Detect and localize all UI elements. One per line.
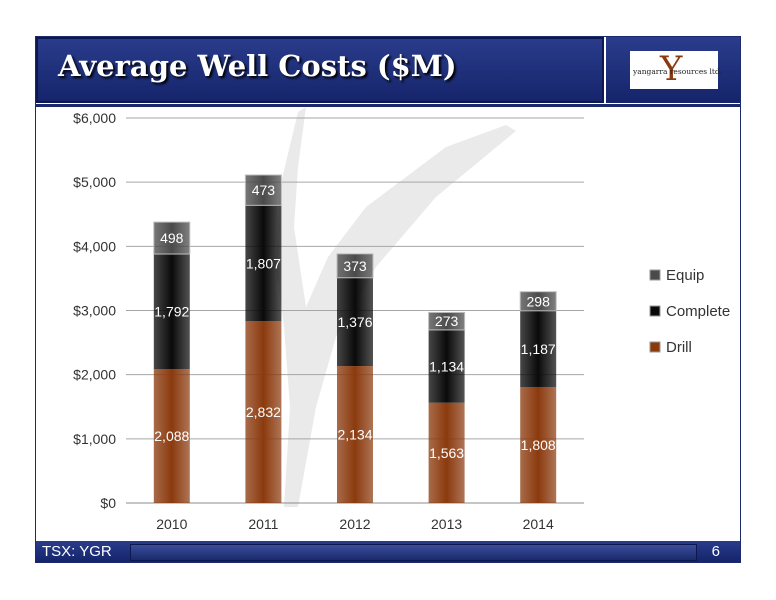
data-label-complete-2010: 1,792 xyxy=(154,304,189,320)
logo-panel: Y yangarra resources ltd. xyxy=(606,37,740,103)
company-logo: Y yangarra resources ltd. xyxy=(630,49,722,89)
watermark-logo xyxy=(276,107,516,507)
bar-drill-2013 xyxy=(428,402,465,503)
bar-complete-2014 xyxy=(520,310,557,387)
legend-swatch-equip xyxy=(649,269,661,281)
y-tick-label: $2,000 xyxy=(73,367,116,383)
x-tick-label: 2010 xyxy=(156,516,187,532)
bar-equip-2012 xyxy=(336,253,374,279)
data-label-equip-2012: 373 xyxy=(343,258,367,274)
bar-equip-2014 xyxy=(519,291,557,312)
data-label-equip-2013: 273 xyxy=(435,313,459,329)
bar-complete-2012 xyxy=(337,277,373,367)
stacked-bar-chart: $0 $1,000 $2,000 $3,000 $4,000 $5,000 $6,000 2,… xyxy=(73,107,730,532)
data-label-complete-2013: 1,134 xyxy=(429,358,464,374)
y-tick-label: $0 xyxy=(100,495,116,511)
bar-equip-2010 xyxy=(153,221,191,255)
footer-bar: TSX: YGR 6 xyxy=(36,541,740,562)
legend-swatch-complete xyxy=(649,305,661,317)
data-label-complete-2012: 1,376 xyxy=(337,314,372,330)
y-tick-label: $6,000 xyxy=(73,110,116,126)
bar-drill-2014 xyxy=(520,386,557,503)
data-label-drill-2013: 1,563 xyxy=(429,445,464,461)
data-label-drill-2011: 2,832 xyxy=(246,404,281,420)
bar-drill-2012 xyxy=(337,366,373,503)
logo-mark: Y xyxy=(660,49,683,89)
x-tick-label: 2014 xyxy=(523,516,554,532)
x-tick-label: 2013 xyxy=(431,516,462,532)
title-bar: Average Well Costs ($M) xyxy=(36,37,604,103)
data-label-complete-2011: 1,807 xyxy=(246,255,281,271)
y-tick-label: $3,000 xyxy=(73,303,116,319)
logo-text: yangarra resources ltd. xyxy=(633,67,723,76)
data-label-equip-2011: 473 xyxy=(252,182,276,198)
y-tick-label: $1,000 xyxy=(73,431,116,447)
legend-swatch-drill xyxy=(649,341,661,353)
data-label-equip-2014: 298 xyxy=(527,293,551,309)
data-label-drill-2012: 2,134 xyxy=(337,427,372,443)
legend-label-complete: Complete xyxy=(666,303,730,320)
bar-drill-2011 xyxy=(245,321,282,503)
data-label-equip-2010: 498 xyxy=(160,230,184,246)
ticker-label: TSX: YGR xyxy=(42,543,112,560)
data-label-drill-2014: 1,808 xyxy=(521,437,556,453)
y-tick-label: $4,000 xyxy=(73,238,116,254)
slide-frame xyxy=(35,36,741,563)
bar-complete-2013 xyxy=(428,329,465,403)
page-number: 6 xyxy=(711,543,720,560)
bar-equip-2011 xyxy=(244,174,282,206)
bar-complete-2011 xyxy=(245,205,282,322)
legend-label-equip: Equip xyxy=(666,267,704,284)
slide-title: Average Well Costs ($M) xyxy=(58,49,457,83)
y-tick-label: $5,000 xyxy=(73,174,116,190)
legend-label-drill: Drill xyxy=(666,339,692,356)
data-label-drill-2010: 2,088 xyxy=(154,428,189,444)
data-label-complete-2014: 1,187 xyxy=(521,341,556,357)
bar-equip-2013 xyxy=(428,311,466,331)
footer-divider xyxy=(130,544,697,561)
x-tick-label: 2011 xyxy=(248,516,278,532)
x-tick-label: 2012 xyxy=(339,516,370,532)
bar-complete-2010 xyxy=(153,254,190,370)
bar-drill-2010 xyxy=(153,369,190,503)
title-divider xyxy=(36,104,740,107)
